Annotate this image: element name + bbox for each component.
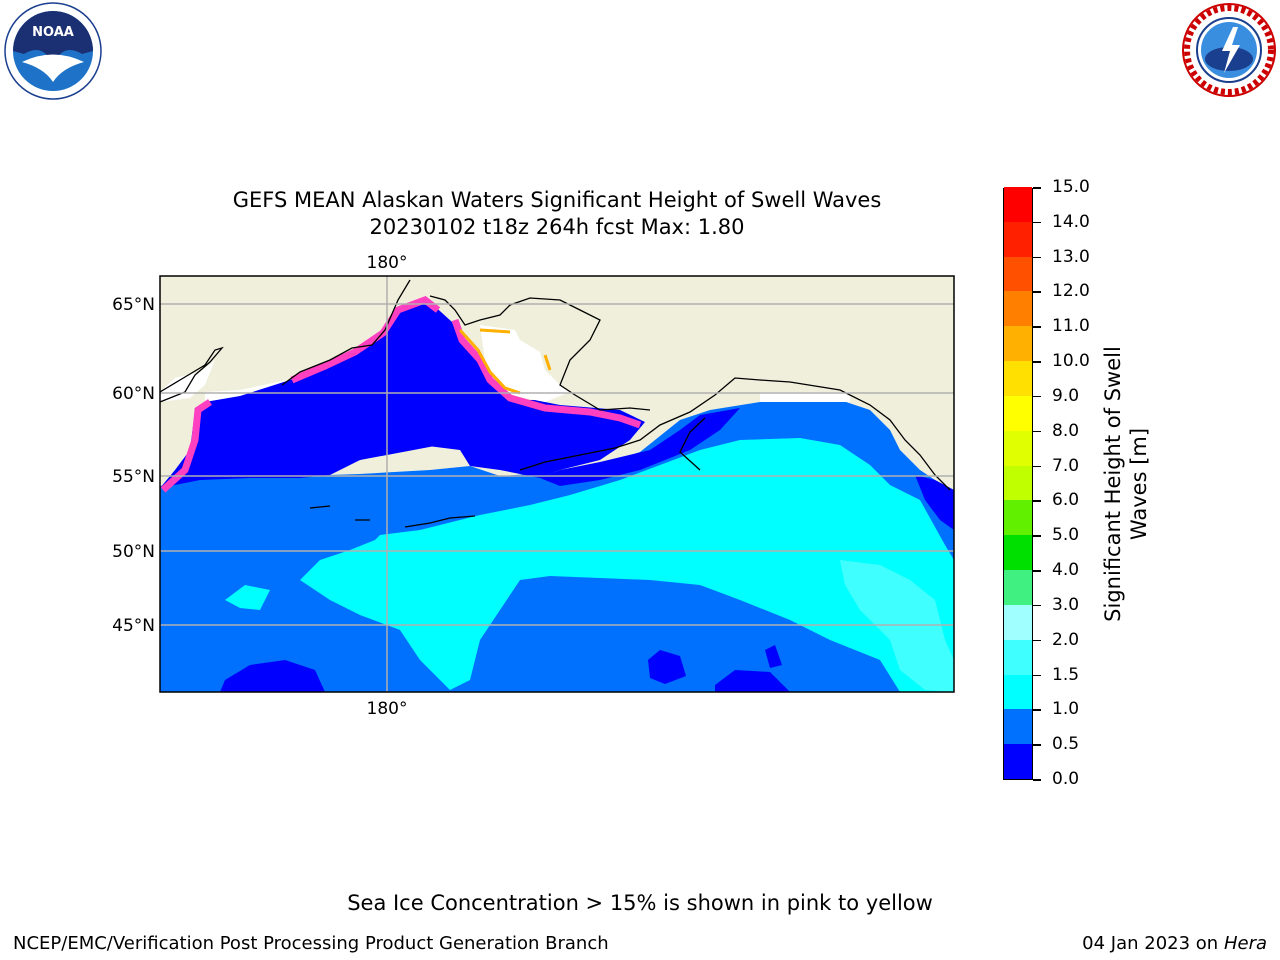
- colorbar-tick: [1033, 395, 1041, 398]
- colorbar-tick: [1033, 187, 1041, 189]
- colorbar-title: Significant Height of Swell Waves [m]: [1101, 346, 1151, 622]
- ocean-low-swell-south1: [220, 660, 325, 692]
- white-region-west: [160, 360, 215, 402]
- colorbar-tick: [1033, 221, 1041, 224]
- colorbar-tick: [1033, 256, 1041, 259]
- colorbar-segment: [1004, 465, 1032, 501]
- colorbar-segment: [1004, 290, 1032, 327]
- colorbar-segment: [1004, 708, 1032, 745]
- colorbar-tick: [1033, 291, 1041, 293]
- svg-text:NOAA: NOAA: [32, 25, 74, 40]
- lat-label-60: 60°N: [112, 384, 155, 404]
- ocean-low-swell-south3: [715, 670, 790, 692]
- colorbar-tick: [1033, 709, 1041, 711]
- colorbar-segment: [1004, 534, 1032, 571]
- colorbar-tick: [1033, 744, 1041, 746]
- colorbar-segment: [1004, 360, 1032, 396]
- colorbar-level-label: 14.0: [1052, 211, 1090, 232]
- colorbar-level-label: 15.0: [1052, 177, 1090, 197]
- colorbar-level-label: 5.0: [1052, 525, 1080, 546]
- chart-title: GEFS MEAN Alaskan Waters Significant Hei…: [232, 188, 882, 212]
- ocean-high-swell-patch: [225, 585, 270, 610]
- colorbar-tick: [1033, 535, 1041, 537]
- colorbar-tick: [1033, 326, 1041, 328]
- colorbar-segment: [1004, 430, 1032, 466]
- colorbar-level-label: 2.0: [1052, 629, 1080, 650]
- colorbar-level-label: 10.0: [1052, 351, 1090, 372]
- noaa-logo: NOAA: [4, 2, 102, 100]
- colorbar-tick: [1033, 674, 1041, 677]
- colorbar-segment: [1004, 395, 1032, 431]
- white-region-bristol: [760, 392, 850, 402]
- colorbar-level-label: 12.0: [1052, 281, 1090, 302]
- ocean-low-swell-south4: [765, 645, 782, 668]
- colorbar-tick: [1033, 361, 1041, 363]
- sea-ice-edge-orange: [458, 328, 552, 395]
- lat-label-50: 50°N: [112, 542, 155, 562]
- colorbar-level-label: 8.0: [1052, 420, 1080, 441]
- colorbar-level-label: 9.0: [1052, 385, 1080, 406]
- colorbar-level-label: 6.0: [1052, 490, 1080, 511]
- colorbar-level-label: 0.0: [1052, 769, 1080, 789]
- ocean-low-swell-bering-north: [195, 302, 640, 478]
- lat-label-45: 45°N: [112, 616, 155, 636]
- colorbar-level-label: 1.0: [1052, 699, 1080, 720]
- nws-logo: [1182, 3, 1276, 97]
- colorbar-level-label: 11.0: [1052, 316, 1090, 337]
- lon-label-bottom: 180°: [367, 699, 408, 719]
- colorbar-segment: [1004, 639, 1032, 675]
- colorbar-segment: [1004, 325, 1032, 362]
- colorbar-level-label: 1.5: [1052, 664, 1080, 685]
- land-north: [160, 276, 954, 400]
- colorbar-level-label: 3.0: [1052, 594, 1080, 615]
- colorbar-tick: [1033, 779, 1041, 781]
- colorbar-tick: [1033, 430, 1041, 433]
- colorbar-segment: [1004, 569, 1032, 605]
- ocean-lighter-swell: [840, 560, 954, 692]
- colorbar-level-label: 0.5: [1052, 734, 1080, 755]
- chart-subtitle: 20230102 t18z 264h fcst Max: 1.80: [369, 215, 745, 239]
- footer-date: 04 Jan 2023 on Hera: [1082, 933, 1267, 954]
- ocean-high-swell: [300, 438, 954, 692]
- colorbar-segment: [1004, 743, 1032, 779]
- map-frame: [159, 275, 955, 693]
- colorbar-level-label: 4.0: [1052, 560, 1080, 581]
- coastline: [160, 279, 951, 528]
- map-area: [160, 276, 954, 692]
- colorbar-segment: [1004, 221, 1032, 257]
- colorbar-segment: [1004, 256, 1032, 292]
- ocean-low-swell-aleutian: [540, 408, 740, 486]
- footer-org: NCEP/EMC/Verification Post Processing Pr…: [13, 933, 609, 954]
- colorbar-tick: [1033, 500, 1041, 502]
- footer-date-text: 04 Jan 2023 on: [1082, 933, 1219, 954]
- colorbar-segment: [1004, 499, 1032, 536]
- colorbar-tick: [1033, 570, 1041, 572]
- lat-label-55: 55°N: [112, 467, 155, 487]
- colorbar: [1003, 186, 1033, 780]
- colorbar-segment: [1004, 604, 1032, 640]
- white-no-data-region: [480, 325, 570, 402]
- ocean-low-swell-south2: [648, 650, 686, 684]
- colorbar-tick: [1033, 604, 1041, 607]
- sea-ice-note: Sea Ice Concentration > 15% is shown in …: [347, 891, 933, 915]
- colorbar-segment: [1004, 674, 1032, 710]
- colorbar-level-label: 13.0: [1052, 246, 1090, 267]
- footer-host: Hera: [1223, 933, 1267, 954]
- colorbar-level-label: 7.0: [1052, 455, 1080, 476]
- lat-label-65: 65°N: [112, 295, 155, 315]
- ocean-low-swell-southeast: [915, 475, 954, 530]
- colorbar-tick: [1033, 639, 1041, 642]
- colorbar-segment: [1004, 186, 1032, 222]
- colorbar-tick: [1033, 465, 1041, 468]
- lon-label-top: 180°: [367, 253, 408, 273]
- gridlines: [160, 276, 954, 692]
